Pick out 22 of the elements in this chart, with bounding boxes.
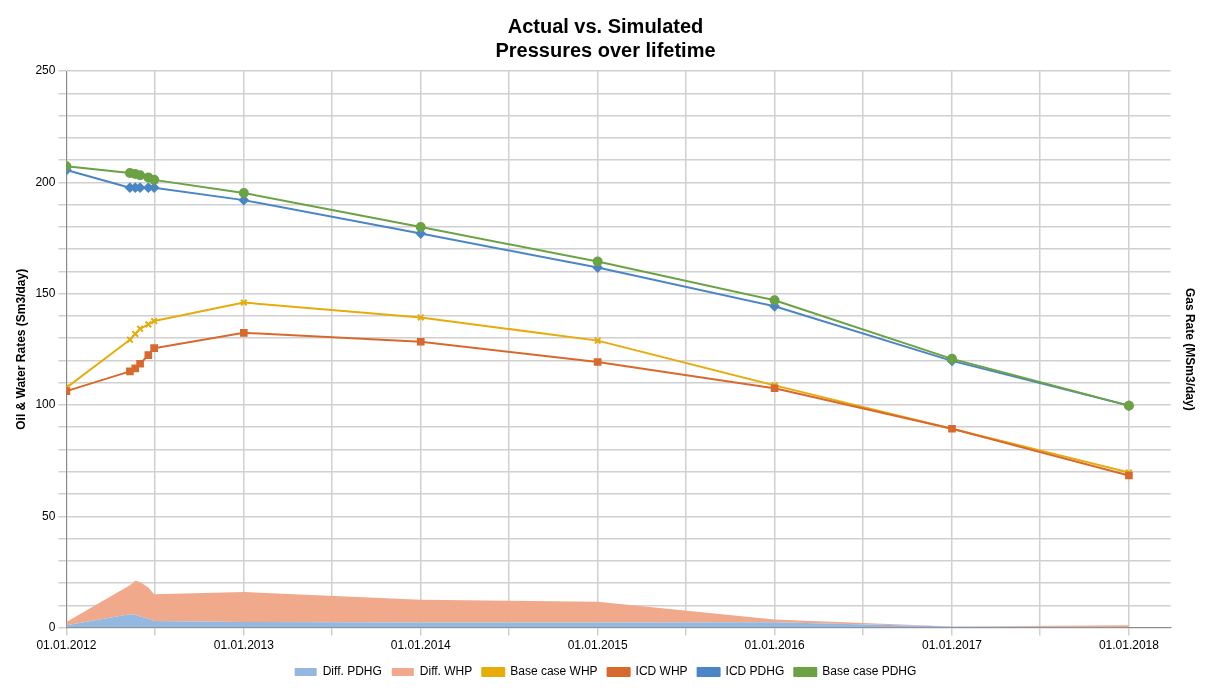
- x-tick-label: 01.01.2013: [213, 638, 275, 653]
- y-tick-label: 0: [48, 619, 56, 634]
- legend-label: Base case WHP: [510, 664, 598, 679]
- chart-title: Actual vs. Simulated Pressures over lifetime: [495, 14, 716, 61]
- legend-label: ICD PDHG: [725, 664, 785, 679]
- y-tick-label: 150: [35, 285, 56, 300]
- y2-axis-title: Gas Rate (MSm3/day): [1183, 287, 1198, 411]
- x-tick-label: 01.01.2016: [744, 638, 805, 653]
- legend-label: Diff. PDHG: [322, 664, 382, 679]
- y-tick-label: 100: [35, 397, 56, 412]
- y-tick-label: 250: [35, 63, 56, 78]
- legend-label: Base case PDHG: [822, 664, 917, 679]
- x-tick-label: 01.01.2015: [567, 638, 629, 653]
- y-axis-title: Oil & Water Rates (Sm3/day): [13, 268, 28, 430]
- legend-label: Diff. WHP: [419, 664, 473, 679]
- x-tick-label: 01.01.2017: [921, 638, 983, 653]
- x-tick-label: 01.01.2012: [36, 638, 97, 653]
- legend-label: ICD WHP: [635, 664, 688, 679]
- y-tick-label: 200: [35, 174, 56, 189]
- x-tick-label: 01.01.2014: [390, 638, 452, 653]
- y-tick-label: 50: [42, 508, 56, 523]
- x-tick-label: 01.01.2018: [1098, 638, 1160, 653]
